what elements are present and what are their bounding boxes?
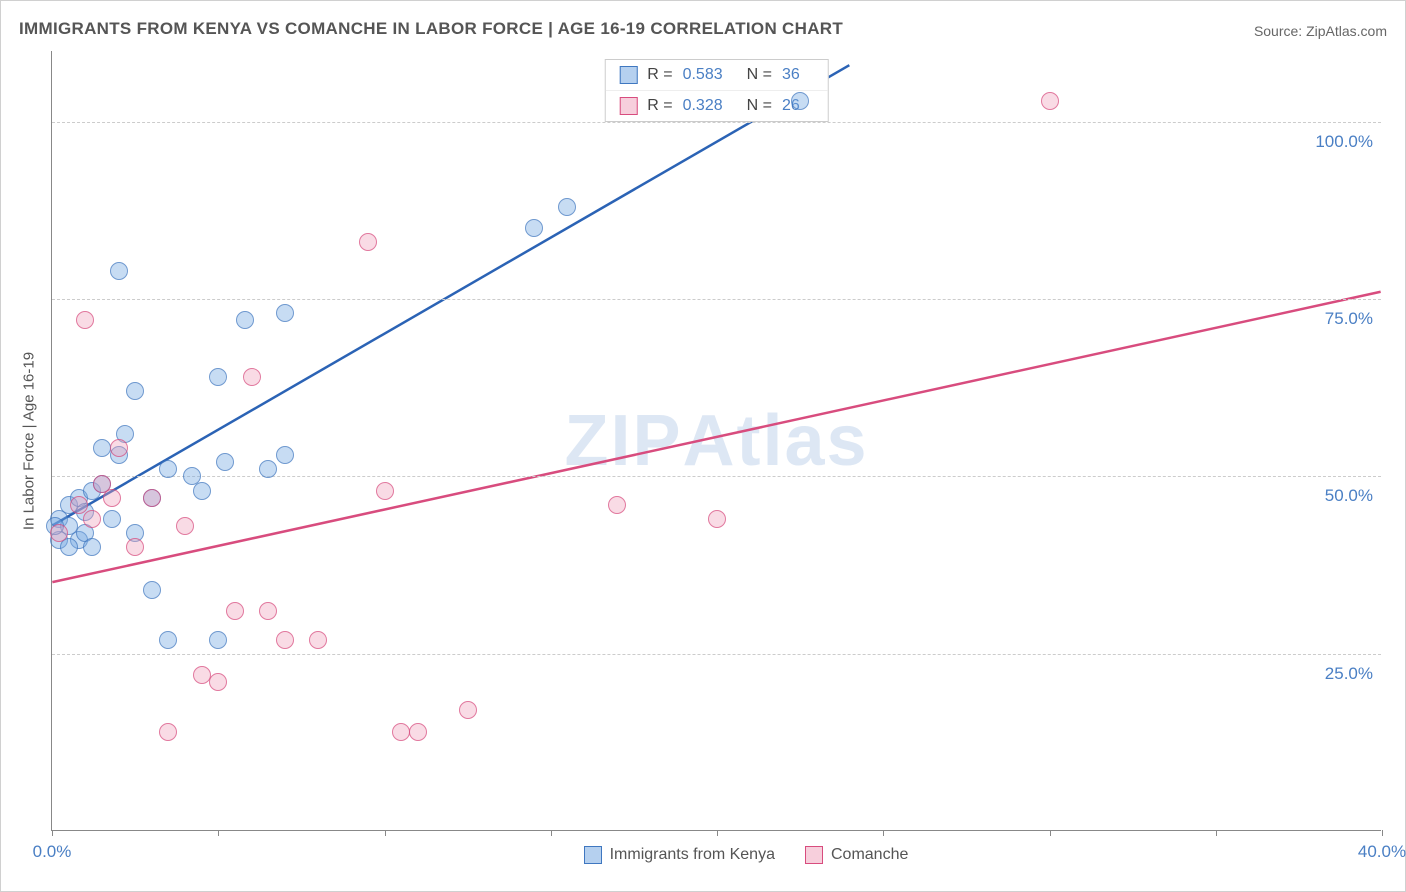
- x-tick-mark: [218, 830, 219, 836]
- scatter-point: [93, 439, 111, 457]
- trend-lines-svg: [52, 51, 1381, 830]
- scatter-point: [143, 489, 161, 507]
- n-label: N =: [747, 66, 772, 84]
- scatter-point: [209, 673, 227, 691]
- legend-stat-row: R = 0.583 N = 36: [605, 60, 828, 91]
- scatter-point: [70, 496, 88, 514]
- watermark: ZIPAtlas: [564, 400, 868, 482]
- x-tick-mark: [1050, 830, 1051, 836]
- x-tick-mark: [1382, 830, 1383, 836]
- scatter-point: [259, 460, 277, 478]
- legend-series-label: Comanche: [831, 846, 908, 864]
- r-value: 0.583: [683, 66, 723, 84]
- legend-swatch: [584, 846, 602, 864]
- legend-series: Immigrants from Kenya Comanche: [584, 846, 909, 864]
- scatter-point: [259, 602, 277, 620]
- legend-swatch: [619, 97, 637, 115]
- x-tick-mark: [551, 830, 552, 836]
- y-axis-label: In Labor Force | Age 16-19: [21, 352, 38, 530]
- gridline: [52, 299, 1381, 300]
- scatter-point: [110, 439, 128, 457]
- scatter-point: [608, 496, 626, 514]
- y-tick-label: 50.0%: [1325, 486, 1373, 506]
- scatter-point: [708, 510, 726, 528]
- scatter-point: [103, 510, 121, 528]
- scatter-point: [459, 701, 477, 719]
- n-label: N =: [747, 97, 772, 115]
- scatter-point: [143, 581, 161, 599]
- scatter-point: [83, 538, 101, 556]
- scatter-point: [110, 262, 128, 280]
- scatter-point: [392, 723, 410, 741]
- x-tick-label: 0.0%: [33, 842, 72, 862]
- scatter-point: [791, 92, 809, 110]
- y-tick-label: 25.0%: [1325, 664, 1373, 684]
- scatter-point: [126, 382, 144, 400]
- trend-line: [52, 65, 849, 525]
- plot-area: ZIPAtlas R =0.583N =36R =0.328N =26 Immi…: [51, 51, 1381, 831]
- x-tick-mark: [883, 830, 884, 836]
- scatter-point: [243, 368, 261, 386]
- scatter-point: [276, 446, 294, 464]
- scatter-point: [159, 631, 177, 649]
- scatter-point: [159, 723, 177, 741]
- scatter-point: [83, 510, 101, 528]
- scatter-point: [276, 631, 294, 649]
- scatter-point: [216, 453, 234, 471]
- gridline: [52, 476, 1381, 477]
- r-label: R =: [647, 97, 672, 115]
- scatter-point: [76, 311, 94, 329]
- scatter-point: [126, 538, 144, 556]
- scatter-point: [159, 460, 177, 478]
- legend-series-label: Immigrants from Kenya: [610, 846, 775, 864]
- scatter-point: [209, 368, 227, 386]
- x-tick-mark: [385, 830, 386, 836]
- scatter-point: [276, 304, 294, 322]
- scatter-point: [50, 524, 68, 542]
- x-tick-mark: [1216, 830, 1217, 836]
- r-label: R =: [647, 66, 672, 84]
- r-value: 0.328: [683, 97, 723, 115]
- scatter-point: [193, 666, 211, 684]
- n-value: 36: [782, 66, 800, 84]
- legend-series-item: Immigrants from Kenya: [584, 846, 775, 864]
- chart-title: IMMIGRANTS FROM KENYA VS COMANCHE IN LAB…: [19, 19, 843, 39]
- scatter-point: [226, 602, 244, 620]
- gridline: [52, 654, 1381, 655]
- scatter-point: [236, 311, 254, 329]
- x-tick-mark: [717, 830, 718, 836]
- legend-swatch: [619, 66, 637, 84]
- scatter-point: [525, 219, 543, 237]
- scatter-point: [209, 631, 227, 649]
- chart-container: IMMIGRANTS FROM KENYA VS COMANCHE IN LAB…: [0, 0, 1406, 892]
- scatter-point: [309, 631, 327, 649]
- gridline: [52, 122, 1381, 123]
- scatter-point: [359, 233, 377, 251]
- x-tick-label: 40.0%: [1358, 842, 1406, 862]
- legend-series-item: Comanche: [805, 846, 908, 864]
- scatter-point: [1041, 92, 1059, 110]
- scatter-point: [376, 482, 394, 500]
- source-credit: Source: ZipAtlas.com: [1254, 23, 1387, 39]
- scatter-point: [193, 482, 211, 500]
- legend-swatch: [805, 846, 823, 864]
- scatter-point: [409, 723, 427, 741]
- scatter-point: [103, 489, 121, 507]
- legend-stats: R =0.583N =36R =0.328N =26: [604, 59, 829, 122]
- trend-line: [52, 292, 1380, 582]
- scatter-point: [176, 517, 194, 535]
- y-tick-label: 75.0%: [1325, 309, 1373, 329]
- y-tick-label: 100.0%: [1315, 132, 1373, 152]
- x-tick-mark: [52, 830, 53, 836]
- scatter-point: [558, 198, 576, 216]
